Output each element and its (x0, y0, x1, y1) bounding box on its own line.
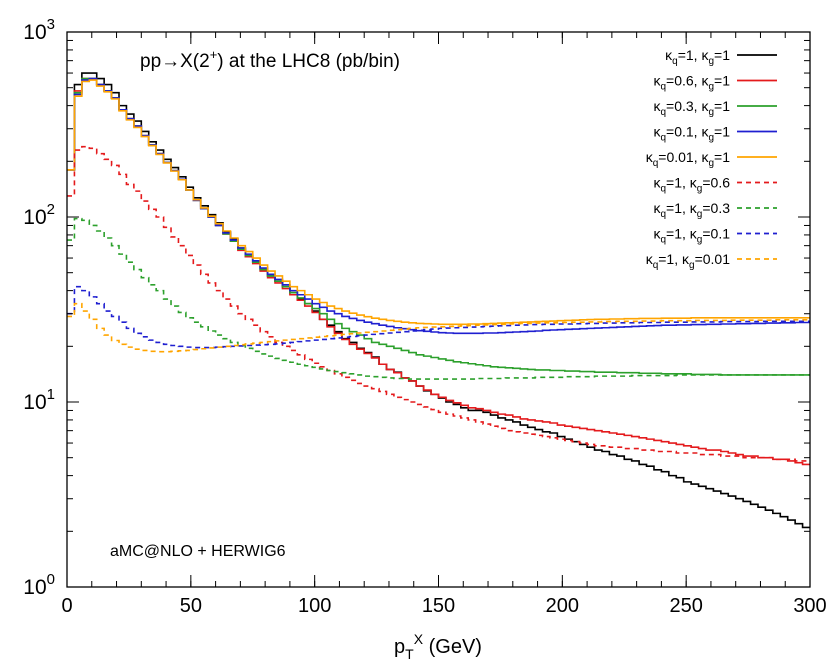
plot-frame (66, 31, 811, 588)
legend-label: κq=1, κg=0.6 (653, 175, 730, 195)
y-tick-label: 100 (23, 571, 55, 599)
legend-entry: κq=1, κg=0.01 (646, 251, 777, 271)
legend-entry: κq=1, κg=0.3 (653, 200, 777, 220)
x-axis-label: pTX (GeV) (394, 631, 482, 662)
x-tick-label: 250 (669, 595, 702, 617)
x-tick-label: 200 (546, 595, 579, 617)
series-line-9 (67, 302, 810, 353)
legend-entry: κq=0.3, κg=1 (653, 98, 777, 118)
series-line-8 (67, 285, 810, 349)
chart-title: pp→X(2+) at the LHC8 (pb/bin) (140, 47, 400, 72)
series-layer (67, 72, 810, 529)
annotation-generator: aMC@NLO + HERWIG6 (110, 543, 286, 560)
series-line-1 (67, 72, 810, 529)
x-tick-label: 150 (422, 595, 455, 617)
y-tick-label: 103 (23, 16, 55, 44)
x-tick-label: 300 (793, 595, 826, 617)
legend-entry: κq=0.6, κg=1 (653, 73, 777, 93)
legend-entry: κq=1, κg=1 (665, 47, 777, 67)
legend-entry: κq=1, κg=0.1 (653, 226, 777, 246)
legend-entry: κq=1, κg=0.6 (653, 175, 777, 195)
legend-label: κq=0.01, κg=1 (646, 149, 731, 169)
legend: κq=1, κg=1 κq=0.6, κg=1 κq=0.3, κg=1 κq=0.1… (646, 47, 777, 271)
x-axis: 0 50 100 150 200 250 300 (61, 32, 827, 617)
series-line-6 (67, 145, 810, 462)
y-tick-label: 101 (23, 386, 55, 414)
legend-label: κq=1, κg=0.01 (646, 251, 731, 271)
legend-label: κq=0.1, κg=1 (653, 124, 730, 144)
legend-label: κq=1, κg=0.3 (653, 200, 730, 220)
y-axis: 100 101 102 103 (23, 16, 810, 599)
legend-entry: κq=0.1, κg=1 (653, 124, 777, 144)
legend-entry: κq=0.01, κg=1 (646, 149, 777, 169)
legend-label: κq=0.3, κg=1 (653, 98, 730, 118)
y-tick-label: 102 (23, 201, 55, 229)
x-tick-label: 0 (61, 595, 72, 617)
series-line-4 (67, 77, 810, 335)
x-tick-label: 50 (180, 595, 202, 617)
legend-label: κq=1, κg=1 (665, 47, 730, 67)
legend-label: κq=1, κg=0.1 (653, 226, 730, 246)
series-line-7 (67, 217, 810, 380)
series-line-5 (67, 79, 810, 326)
x-tick-label: 100 (298, 595, 331, 617)
legend-label: κq=0.6, κg=1 (653, 73, 730, 93)
